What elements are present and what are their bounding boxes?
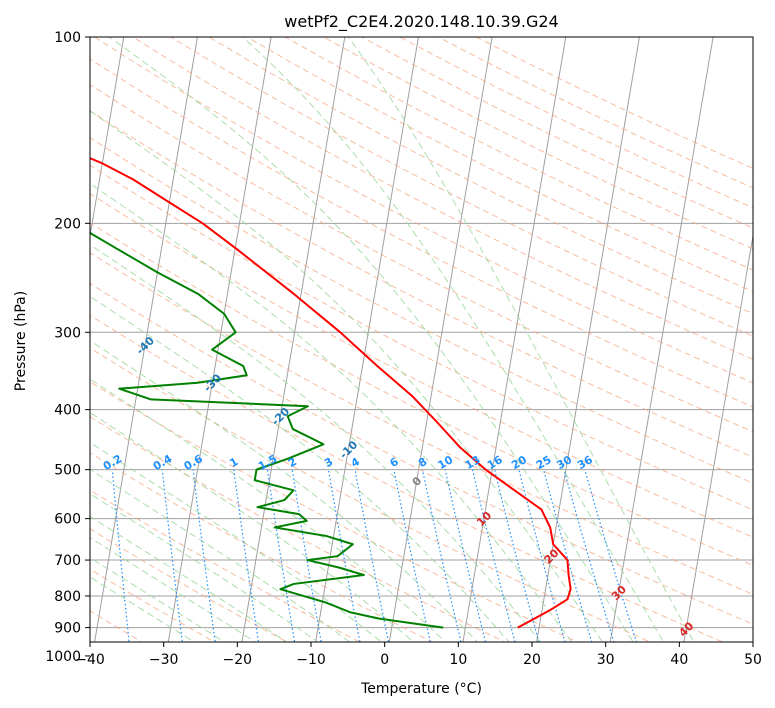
x-tick-label: 30: [597, 652, 615, 668]
dry-adiabat-line: [90, 314, 724, 642]
dry-adiabat-line: [132, 37, 753, 360]
moist-adiabat-line: [90, 244, 541, 642]
dry-adiabat-line: [90, 84, 753, 433]
y-tick-label: 800: [54, 589, 81, 605]
dry-adiabat-line: [90, 568, 216, 642]
moist-adiabat-line: [90, 515, 288, 642]
temperature-profile-line: [90, 157, 572, 629]
mixing-ratio-line: [542, 469, 593, 642]
moist-adiabat-line: [242, 37, 665, 642]
moist-adiabat-line: [108, 37, 634, 642]
mixing-ratio-line: [494, 469, 540, 642]
x-tick-label: 0: [380, 652, 389, 668]
dry-adiabat-line: [94, 37, 753, 384]
isotherm-line: [683, 232, 753, 642]
x-tick-label: 50: [744, 652, 762, 668]
moist-adiabat-line: [90, 557, 226, 642]
moist-adiabat-line: [347, 37, 695, 642]
moist-adiabat-line: [90, 536, 257, 642]
mixing-ratio-line: [584, 469, 638, 642]
dry-adiabat-line: [90, 193, 753, 538]
moist-adiabat-line: [90, 340, 478, 642]
dry-adiabat-line: [90, 381, 579, 642]
y-tick-label: 500: [54, 463, 81, 479]
moist-adiabat-line: [90, 412, 415, 642]
x-tick-label: −40: [75, 652, 105, 668]
moist-adiabat-line: [90, 295, 510, 642]
moist-adiabat-line: [90, 441, 383, 642]
y-tick-label: 600: [54, 512, 81, 528]
mixing-ratio-line: [354, 469, 390, 642]
plot-area: 0.10.20.40.611.52346810131620253036-100-…: [45, 30, 762, 668]
x-tick-label: −30: [149, 652, 179, 668]
mixing-ratio-line: [327, 469, 361, 642]
dry-adiabat-line: [90, 222, 753, 566]
y-tick-label: 100: [54, 30, 81, 46]
y-tick-label: 200: [54, 216, 81, 232]
y-tick-label: 700: [54, 553, 81, 569]
mixing-ratio-line: [518, 469, 566, 642]
x-tick-label: 10: [449, 652, 467, 668]
background-lines: [90, 37, 753, 642]
dry-adiabat-line: [90, 416, 507, 642]
x-tick-label: 40: [670, 652, 688, 668]
y-tick-label: 900: [54, 621, 81, 637]
dewpoint-profile-line: [90, 231, 444, 629]
isotherm-line: [315, 37, 419, 642]
x-tick-label: −20: [223, 652, 253, 668]
x-tick-label: 20: [523, 652, 541, 668]
moist-adiabat-line: [90, 576, 196, 642]
x-tick-label: −10: [296, 652, 326, 668]
y-axis-title: Pressure (hPa): [13, 291, 29, 391]
mixing-ratio-line: [444, 469, 487, 642]
chart-title: wetPf2_C2E4.2020.148.10.39.G24: [284, 12, 558, 32]
isotherm-line: [388, 37, 493, 642]
x-axis-title: Temperature (°C): [360, 681, 482, 697]
mixing-ratio-line: [471, 469, 516, 642]
isotherm-line: [241, 37, 346, 642]
y-tick-label: 1000: [45, 649, 81, 665]
dry-adiabat-line: [90, 110, 753, 458]
y-tick-label: 300: [54, 325, 81, 341]
moist-adiabat-line: [90, 183, 573, 642]
mixing-ratio-line: [563, 469, 615, 642]
y-tick-label: 400: [54, 403, 81, 419]
dry-adiabat-line: [90, 164, 753, 511]
mixing-ratio-line: [266, 469, 296, 642]
isotherm-line: [90, 37, 125, 239]
plot-frame: [89, 36, 754, 643]
isotherm-line: [536, 37, 640, 642]
dry-adiabat-line: [90, 282, 753, 625]
moist-adiabat-line: [90, 468, 351, 642]
isotherm-line: [94, 37, 198, 642]
dry-adiabat-line: [90, 252, 753, 595]
